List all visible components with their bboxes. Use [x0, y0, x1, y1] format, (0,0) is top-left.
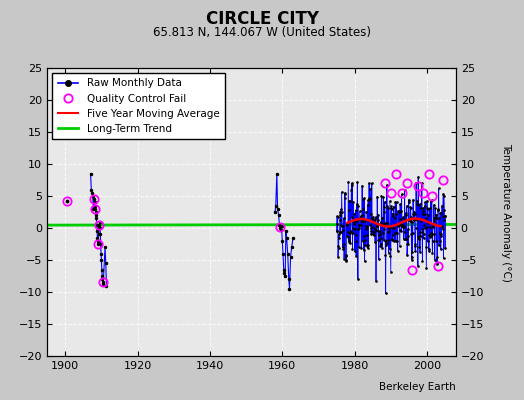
Text: 65.813 N, 144.067 W (United States): 65.813 N, 144.067 W (United States)	[153, 26, 371, 39]
Legend: Raw Monthly Data, Quality Control Fail, Five Year Moving Average, Long-Term Tren: Raw Monthly Data, Quality Control Fail, …	[52, 73, 225, 139]
Text: Berkeley Earth: Berkeley Earth	[379, 382, 456, 392]
Y-axis label: Temperature Anomaly (°C): Temperature Anomaly (°C)	[501, 142, 511, 282]
Text: CIRCLE CITY: CIRCLE CITY	[205, 10, 319, 28]
